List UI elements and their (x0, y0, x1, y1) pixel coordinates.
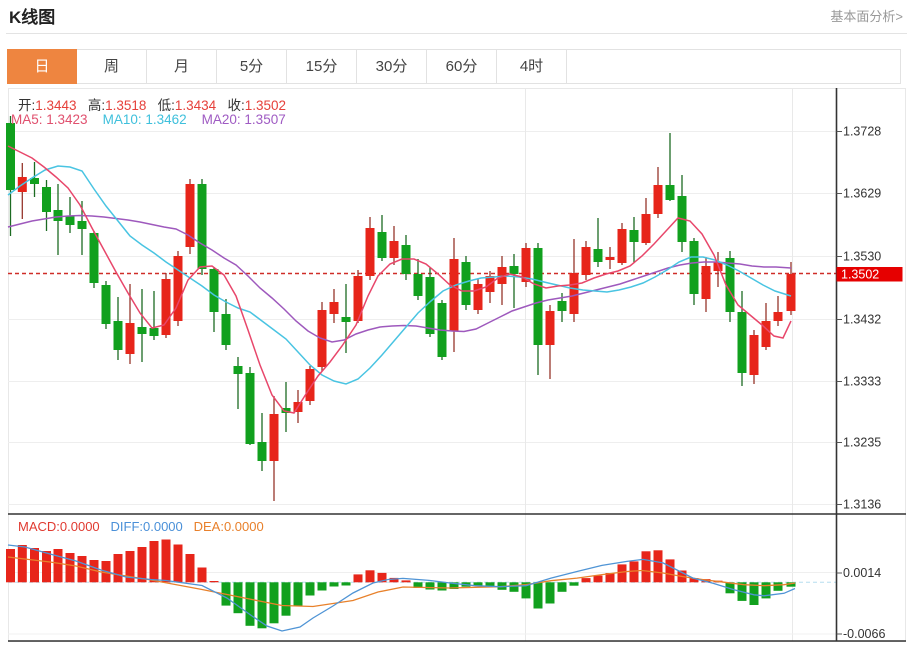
svg-text:1.3136: 1.3136 (843, 498, 881, 512)
svg-text:-0.0066: -0.0066 (843, 627, 885, 641)
svg-text:0.0014: 0.0014 (843, 566, 881, 580)
svg-text:1.3530: 1.3530 (843, 250, 881, 264)
svg-text:1.3235: 1.3235 (843, 436, 881, 450)
svg-text:1.3728: 1.3728 (843, 125, 881, 139)
svg-text:1.3333: 1.3333 (843, 375, 881, 389)
svg-text:1.3502: 1.3502 (841, 268, 879, 282)
svg-text:1.3629: 1.3629 (843, 187, 881, 201)
svg-text:1.3432: 1.3432 (843, 313, 881, 327)
